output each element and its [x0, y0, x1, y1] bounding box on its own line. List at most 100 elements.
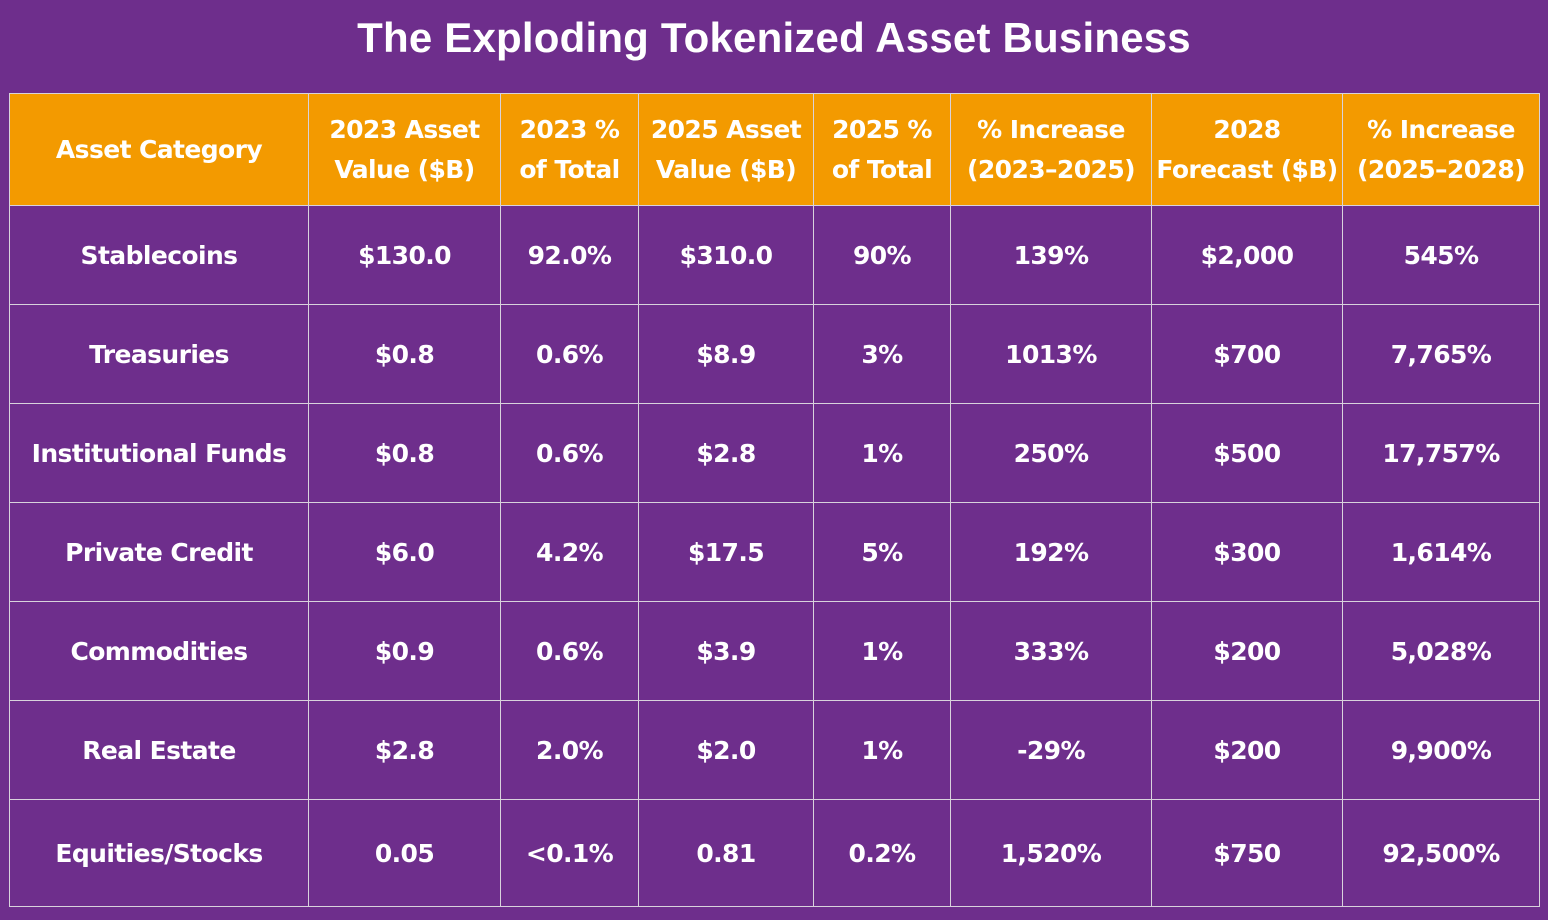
cell-value: $2.8 [374, 735, 435, 765]
cell-value: $8.9 [696, 339, 756, 369]
column-header-2023-asset-value-b: 2023 Asset Value ($B) [308, 93, 501, 206]
cell-value: $200 [1213, 735, 1281, 765]
cell-value: 4.2% [536, 537, 604, 567]
cell-value: 139% [1013, 240, 1089, 270]
cell-increase-2023-2025: 1,520% [950, 799, 1152, 907]
cell-2028-forecast-b: $200 [1151, 700, 1343, 800]
cell-value: 545% [1403, 240, 1479, 270]
column-header-2025-asset-value-b: 2025 Asset Value ($B) [638, 93, 814, 206]
cell-increase-2023-2025: 250% [950, 403, 1152, 503]
cell-2025-of-total: 1% [813, 403, 951, 503]
cell-value: Stablecoins [80, 240, 238, 270]
cell-2028-forecast-b: $300 [1151, 502, 1343, 602]
cell-2025-asset-value-b: $2.0 [638, 700, 814, 800]
cell-value: 0.6% [536, 636, 604, 666]
asset-category-cell: Private Credit [9, 502, 309, 602]
cell-increase-2025-2028: 1,614% [1342, 502, 1540, 602]
cell-increase-2025-2028: 92,500% [1342, 799, 1540, 907]
cell-value: -29% [1017, 735, 1085, 765]
asset-category-cell: Institutional Funds [9, 403, 309, 503]
cell-increase-2025-2028: 7,765% [1342, 304, 1540, 404]
table-row-commodities: Commodities $0.9 0.6% $3.9 1% 333% $200 5,028% [9, 601, 1540, 701]
cell-value: 1,520% [1000, 838, 1102, 868]
cell-value: 5% [861, 537, 903, 567]
cell-value: $0.8 [374, 339, 435, 369]
cell-value: Commodities [70, 636, 248, 666]
cell-increase-2023-2025: 139% [950, 205, 1152, 305]
cell-value: <0.1% [525, 838, 614, 868]
cell-value: 17,757% [1382, 438, 1500, 468]
table-row-equities-stocks: Equities/Stocks 0.05 <0.1% 0.81 0.2% 1,520% $7… [9, 799, 1540, 907]
cell-2028-forecast-b: $2,000 [1151, 205, 1343, 305]
cell-value: 5,028% [1390, 636, 1492, 666]
cell-2023-of-total: 4.2% [500, 502, 639, 602]
column-header-label: % Increase (2025–2028) [1357, 114, 1526, 184]
cell-2023-asset-value-b: 0.05 [308, 799, 501, 907]
cell-increase-2025-2028: 545% [1342, 205, 1540, 305]
cell-value: 2.0% [536, 735, 604, 765]
cell-2023-asset-value-b: $6.0 [308, 502, 501, 602]
cell-2028-forecast-b: $500 [1151, 403, 1343, 503]
cell-value: $310.0 [679, 240, 773, 270]
cell-2023-of-total: 0.6% [500, 304, 639, 404]
cell-increase-2023-2025: 192% [950, 502, 1152, 602]
cell-value: 92,500% [1382, 838, 1500, 868]
cell-value: 192% [1013, 537, 1089, 567]
cell-2023-asset-value-b: $0.8 [308, 403, 501, 503]
cell-value: Private Credit [65, 537, 253, 567]
asset-category-cell: Treasuries [9, 304, 309, 404]
cell-2023-of-total: 2.0% [500, 700, 639, 800]
cell-2025-asset-value-b: 0.81 [638, 799, 814, 907]
cell-value: 1% [861, 438, 903, 468]
cell-2025-of-total: 1% [813, 700, 951, 800]
cell-value: $3.9 [696, 636, 756, 666]
column-header-2025-of-total: 2025 % of Total [813, 93, 951, 206]
cell-2025-asset-value-b: $3.9 [638, 601, 814, 701]
cell-value: 333% [1013, 636, 1089, 666]
cell-value: 1% [861, 735, 903, 765]
cell-2025-asset-value-b: $17.5 [638, 502, 814, 602]
table-row-stablecoins: Stablecoins $130.0 92.0% $310.0 90% 139% $2,00… [9, 205, 1540, 305]
cell-value: Treasuries [89, 339, 229, 369]
column-header-label: Asset Category [55, 134, 263, 164]
cell-2023-of-total: 92.0% [500, 205, 639, 305]
column-header-2023-of-total: 2023 % of Total [500, 93, 639, 206]
cell-2025-of-total: 90% [813, 205, 951, 305]
cell-value: 0.6% [536, 339, 604, 369]
table-row-treasuries: Treasuries $0.8 0.6% $8.9 3% 1013% $700 7,765% [9, 304, 1540, 404]
asset-category-cell: Commodities [9, 601, 309, 701]
column-header-label: 2025 Asset Value ($B) [650, 114, 802, 184]
cell-value: 0.81 [696, 838, 756, 868]
cell-value: 7,765% [1390, 339, 1492, 369]
cell-value: $750 [1213, 838, 1281, 868]
cell-2023-asset-value-b: $0.8 [308, 304, 501, 404]
cell-2028-forecast-b: $700 [1151, 304, 1343, 404]
table-row-private-credit: Private Credit $6.0 4.2% $17.5 5% 192% $300 1,6… [9, 502, 1540, 602]
cell-value: 90% [852, 240, 912, 270]
page-title: The Exploding Tokenized Asset Business [357, 14, 1191, 61]
cell-2023-of-total: 0.6% [500, 601, 639, 701]
cell-value: $17.5 [687, 537, 765, 567]
cell-value: 0.05 [374, 838, 435, 868]
cell-2025-of-total: 1% [813, 601, 951, 701]
cell-2028-forecast-b: $200 [1151, 601, 1343, 701]
cell-value: $130.0 [358, 240, 451, 270]
cell-value: 0.6% [536, 438, 604, 468]
cell-value: $6.0 [374, 537, 435, 567]
asset-category-cell: Equities/Stocks [9, 799, 309, 907]
cell-2025-of-total: 0.2% [813, 799, 951, 907]
cell-value: $300 [1213, 537, 1281, 567]
column-header-increase-2025-2028: % Increase (2025–2028) [1342, 93, 1540, 206]
cell-increase-2023-2025: 333% [950, 601, 1152, 701]
cell-value: $2,000 [1200, 240, 1294, 270]
cell-2028-forecast-b: $750 [1151, 799, 1343, 907]
cell-2025-of-total: 5% [813, 502, 951, 602]
cell-increase-2025-2028: 5,028% [1342, 601, 1540, 701]
column-header-label: 2025 % of Total [831, 114, 933, 184]
cell-2023-of-total: 0.6% [500, 403, 639, 503]
cell-value: 0.2% [848, 838, 917, 868]
cell-value: $500 [1213, 438, 1281, 468]
cell-value: $0.9 [374, 636, 435, 666]
cell-increase-2023-2025: 1013% [950, 304, 1152, 404]
column-header-label: 2023 Asset Value ($B) [329, 114, 480, 184]
